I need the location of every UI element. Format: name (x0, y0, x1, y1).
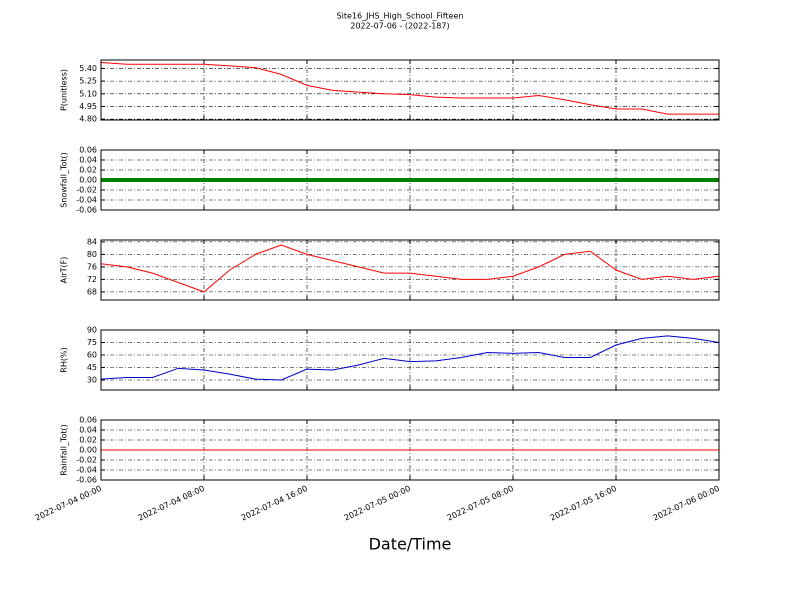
y-tick-label: 68 (87, 287, 97, 296)
title: Site16_JHS_High_School_Fifteen (337, 12, 464, 21)
y-axis-label: RH(%) (60, 347, 69, 372)
y-tick-label: 5.25 (79, 77, 97, 86)
y-tick-label: 75 (87, 338, 97, 347)
y-tick-label: -0.02 (76, 456, 97, 465)
plot-frame (100, 239, 720, 301)
y-tick-label: 0.06 (79, 146, 97, 155)
y-axis-label: AirT(F) (60, 257, 69, 284)
y-tick-label: 0.04 (79, 426, 97, 435)
y-tick-label: 0.00 (79, 176, 97, 185)
series-line (100, 335, 720, 381)
y-tick-label: 84 (87, 237, 97, 246)
plot-frame (100, 149, 720, 211)
y-tick-label: 4.80 (79, 115, 97, 124)
plot-frame (100, 419, 720, 481)
y-tick-label: -0.06 (76, 206, 97, 215)
x-tick-label: 2022-07-06 00:00 (652, 484, 721, 523)
subtitle: 2022-07-06 - (2022-187) (350, 22, 449, 31)
x-axis-label: Date/Time (369, 535, 452, 554)
plot-frame (100, 59, 720, 121)
y-tick-label: -0.04 (76, 466, 97, 475)
series-line (100, 244, 720, 293)
y-tick-label: 45 (87, 363, 97, 372)
y-tick-label: 72 (87, 275, 97, 284)
plot-frame (100, 329, 720, 391)
y-tick-label: 80 (87, 250, 97, 259)
y-axis-label: P(unitless) (60, 69, 69, 111)
x-tick-label: 2022-07-05 16:00 (549, 484, 618, 523)
x-tick-label: 2022-07-05 08:00 (446, 484, 515, 523)
y-axis-label: Snowfall_Tot() (60, 152, 69, 208)
y-tick-label: -0.04 (76, 196, 97, 205)
x-tick-label: 2022-07-05 00:00 (343, 484, 412, 523)
series-line (100, 62, 719, 115)
y-tick-label: 5.10 (79, 89, 97, 98)
y-tick-label: 90 (87, 326, 97, 335)
y-axis-label: Rainfall_Tot() (60, 424, 69, 476)
y-tick-label: 4.95 (79, 102, 97, 111)
y-tick-label: 0.06 (79, 416, 97, 425)
y-tick-label: 60 (87, 351, 97, 360)
y-tick-label: 0.04 (79, 156, 97, 165)
x-tick-label: 2022-07-04 08:00 (137, 484, 206, 523)
y-tick-label: 30 (87, 376, 97, 385)
y-tick-label: 5.40 (79, 64, 97, 73)
y-tick-label: -0.06 (76, 476, 97, 485)
x-tick-label: 2022-07-04 16:00 (240, 484, 309, 523)
y-tick-label: 76 (87, 262, 97, 271)
x-tick-label: 2022-07-04 00:00 (34, 484, 103, 523)
y-tick-label: 0.00 (79, 446, 97, 455)
y-tick-label: 0.02 (79, 166, 97, 175)
y-tick-label: -0.02 (76, 186, 97, 195)
y-tick-label: 0.02 (79, 436, 97, 445)
